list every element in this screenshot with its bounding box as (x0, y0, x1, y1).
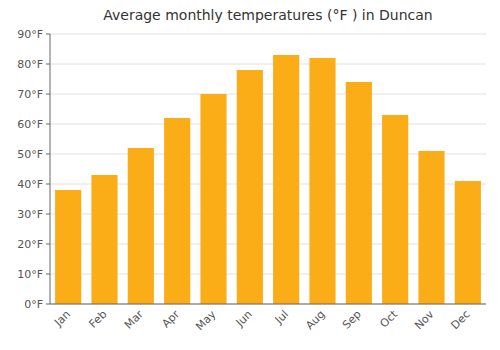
x-tick-label: Apr (159, 307, 182, 330)
chart-container: Average monthly temperatures (°F ) in Du… (0, 0, 500, 350)
y-tick-label: 20°F (17, 238, 43, 251)
grid-line (50, 124, 486, 125)
bar (273, 55, 299, 304)
x-tick-label: Sep (340, 308, 364, 332)
x-tick-label: Jun (233, 308, 255, 330)
x-tick-label: Mar (122, 307, 146, 331)
bar (418, 151, 444, 304)
y-tick (46, 124, 50, 125)
y-tick (46, 94, 50, 95)
title: Average monthly temperatures (°F ) in Du… (103, 7, 433, 23)
bar (346, 82, 372, 304)
y-tick (46, 184, 50, 185)
y-axis-line (50, 34, 51, 304)
y-tick (46, 214, 50, 215)
grid (50, 34, 486, 304)
y-axis: 0°F 10°F 20°F 30°F 40°F 50°F 60°F 70°F 80°F 90°F (17, 28, 50, 311)
grid-line (50, 64, 486, 65)
y-tick (46, 34, 50, 35)
bar (309, 58, 335, 304)
x-tick-label: Dec (449, 308, 473, 332)
y-tick (46, 304, 50, 305)
y-tick-label: 50°F (17, 148, 43, 161)
x-tick-label: May (193, 307, 219, 333)
x-tick-label: Oct (377, 307, 400, 330)
x-axis-line (50, 304, 486, 305)
bar (55, 190, 81, 304)
y-tick-label: 90°F (17, 28, 43, 41)
x-tick-label: Nov (412, 307, 437, 332)
y-tick-label: 0°F (24, 298, 43, 311)
bar (164, 118, 190, 304)
y-tick-label: 30°F (17, 208, 43, 221)
bar (382, 115, 408, 304)
grid-line (50, 34, 486, 35)
y-tick (46, 274, 50, 275)
x-axis: Jan Feb Mar Apr May Jun Jul Aug Sep Oct Nov Dec (50, 304, 486, 333)
x-tick-label: Jul (272, 308, 291, 327)
x-tick-label: Feb (86, 308, 109, 331)
y-tick (46, 154, 50, 155)
y-tick-label: 10°F (17, 268, 43, 281)
y-tick-label: 40°F (17, 178, 43, 191)
bar (455, 181, 481, 304)
grid-line (50, 304, 486, 305)
y-tick (46, 244, 50, 245)
bar (200, 94, 226, 304)
chart: Average monthly temperatures (°F ) in Du… (0, 0, 500, 350)
grid-line (50, 94, 486, 95)
x-tick-label: Jan (51, 308, 73, 330)
bar (91, 175, 117, 304)
x-tick-label: Aug (303, 308, 327, 332)
bar (128, 148, 154, 304)
y-tick-label: 60°F (17, 118, 43, 131)
bars (55, 55, 481, 304)
bar (237, 70, 263, 304)
y-tick (46, 64, 50, 65)
y-tick-label: 80°F (17, 58, 43, 71)
y-tick-label: 70°F (17, 88, 43, 101)
